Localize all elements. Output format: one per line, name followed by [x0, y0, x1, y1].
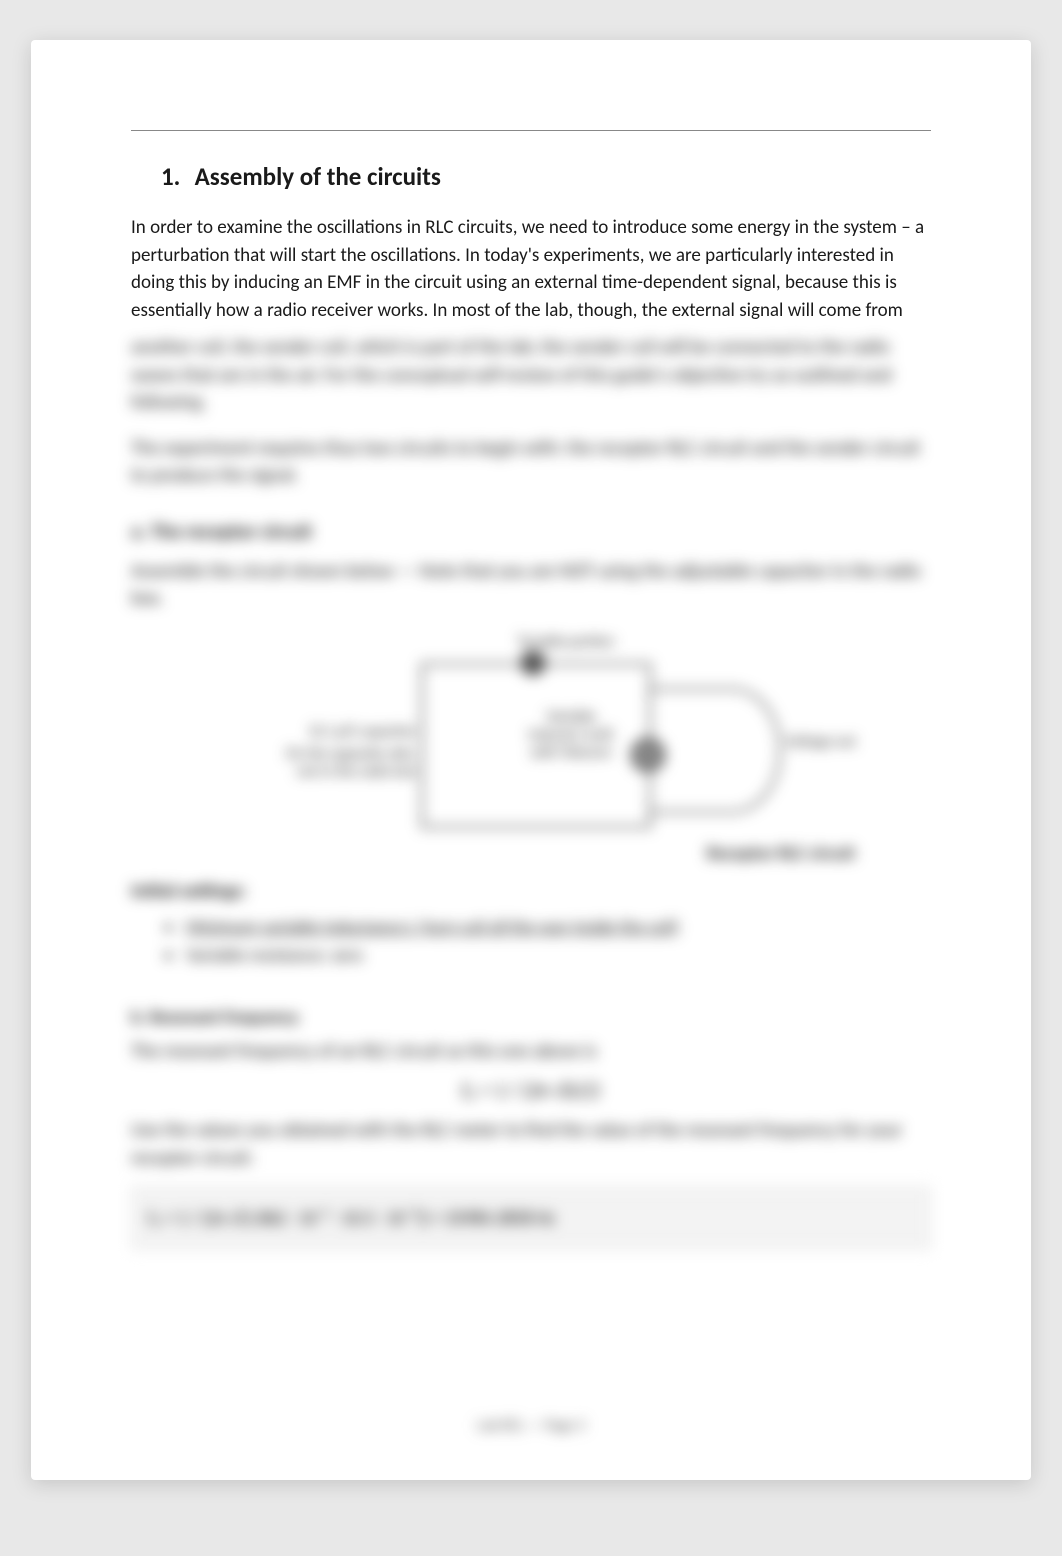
subsection-b-text2: Use the values you obtained with the RLC…: [131, 1117, 931, 1172]
subsection-b-text: The resonant frequency of an RLC circuit…: [131, 1038, 931, 1066]
blurred-para-1: another coil, the sender coil, which is …: [131, 334, 931, 417]
section-title: Assembly of the circuits: [195, 161, 441, 192]
diagram-right-label: Voltage out: [776, 733, 866, 751]
section-heading: 1. Assembly of the circuits: [131, 161, 931, 192]
section-number: 1.: [161, 161, 189, 192]
circuit-diagram-wrap: Tunable portion (0.1 μF) capacitor On th…: [131, 633, 931, 863]
document-page: 1. Assembly of the circuits In order to …: [31, 40, 1031, 1480]
diagram-output-loop: [651, 688, 781, 813]
subsection-a-label: a.: [131, 520, 146, 544]
settings-item-1: Minimum variable inductance L (turn coil…: [186, 916, 931, 938]
diagram-left-label-1: (0.1 μF) capacitor: [266, 723, 416, 741]
settings-item-2: Variable resistance: zero: [186, 944, 931, 966]
blurred-para-2: The experiment requires thus two circuit…: [131, 435, 931, 490]
intro-paragraph: In order to examine the oscillations in …: [131, 214, 931, 324]
blurred-content: another coil, the sender coil, which is …: [131, 334, 931, 1250]
subsection-b-heading: b. Resonant frequency: [131, 1006, 931, 1028]
initial-settings-label: Initial settings:: [131, 878, 931, 906]
subsection-a-heading: a. The receptor circuit: [131, 520, 931, 544]
diagram-left-label-3: not in the radio box: [266, 763, 416, 781]
diagram-mid-label-3: with Telecom: [511, 744, 631, 762]
diagram-mid-label-2: inductor (coil): [511, 726, 631, 744]
diagram-mid-label-1: Variable: [511, 708, 631, 726]
resonant-formula: f₀ = 1 / (2π √(LC)): [131, 1079, 931, 1103]
top-horizontal-rule: [131, 130, 931, 131]
answer-formula: f₀ = 1 / (2π √(1.862 · 10⁻³ · 10.5 · 10⁻…: [148, 1207, 555, 1229]
subsection-b-title: Resonant frequency: [150, 1006, 299, 1028]
diagram-knob-icon: [521, 651, 545, 675]
page-footer: Lab RCL — Page 3: [31, 1417, 1031, 1435]
circuit-diagram: Tunable portion (0.1 μF) capacitor On th…: [211, 633, 851, 863]
diagram-left-label-2: On the opposite side,: [266, 745, 416, 763]
subsection-a-title: The receptor circuit: [151, 520, 312, 544]
diagram-top-label: Tunable portion: [496, 633, 636, 651]
subsection-a-text: Assemble the circuit shown below — Note …: [131, 558, 931, 613]
settings-list: Minimum variable inductance L (turn coil…: [131, 916, 931, 966]
diagram-caption: Receptor RLC circuit: [681, 843, 881, 865]
subsection-b-label: b.: [131, 1006, 145, 1028]
answer-box: f₀ = 1 / (2π √(1.862 · 10⁻³ · 10.5 · 10⁻…: [131, 1186, 931, 1250]
